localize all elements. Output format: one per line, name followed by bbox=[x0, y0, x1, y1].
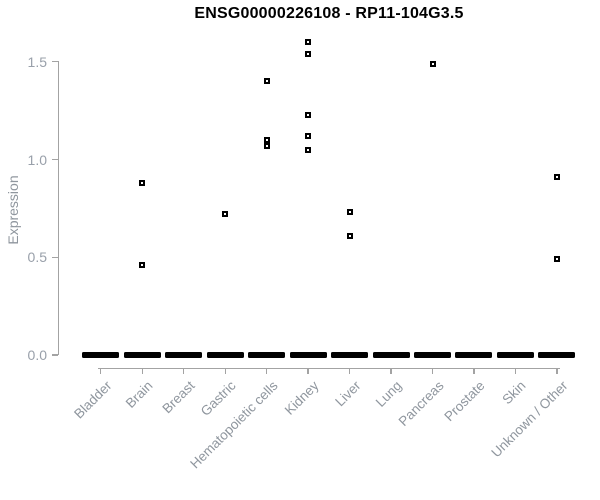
y-tick-label: 0.5 bbox=[27, 249, 47, 266]
data-point bbox=[305, 111, 312, 118]
x-axis-tick bbox=[307, 368, 309, 374]
zero-expression-bar bbox=[123, 352, 161, 358]
x-axis-tick bbox=[100, 368, 102, 374]
data-point bbox=[305, 50, 312, 57]
zero-expression-bar bbox=[206, 352, 244, 358]
x-axis-tick bbox=[473, 368, 475, 374]
zero-expression-bar bbox=[165, 352, 203, 358]
data-point bbox=[553, 174, 560, 181]
y-tick-label: 0.0 bbox=[27, 347, 47, 363]
x-axis-tick bbox=[390, 368, 392, 374]
x-axis-tick bbox=[141, 368, 143, 374]
data-point bbox=[263, 142, 270, 149]
data-point bbox=[139, 262, 146, 269]
zero-expression-bar bbox=[414, 352, 452, 358]
data-point bbox=[305, 39, 312, 46]
y-axis-tick bbox=[52, 354, 58, 356]
y-tick-label: 1.0 bbox=[27, 151, 47, 168]
data-point bbox=[346, 209, 353, 216]
zero-expression-bar bbox=[331, 352, 369, 358]
data-point bbox=[346, 232, 353, 239]
x-axis-tick bbox=[514, 368, 517, 374]
x-axis-tick bbox=[224, 368, 226, 374]
zero-expression-bar bbox=[455, 352, 493, 358]
data-point bbox=[263, 136, 270, 143]
zero-expression-bar bbox=[289, 352, 327, 358]
x-axis-tick bbox=[556, 368, 558, 374]
data-point bbox=[263, 78, 270, 85]
y-tick-label: 1.5 bbox=[27, 53, 47, 70]
y-axis-tick bbox=[52, 61, 58, 63]
x-axis-tick bbox=[431, 368, 434, 374]
x-axis-line bbox=[98, 368, 560, 370]
x-axis-tick bbox=[348, 368, 351, 374]
data-point bbox=[429, 60, 436, 67]
x-axis-tick bbox=[266, 368, 268, 374]
zero-expression-bar bbox=[496, 352, 534, 358]
y-axis-tick bbox=[52, 256, 58, 258]
data-point bbox=[222, 211, 229, 218]
zero-expression-bar bbox=[248, 352, 286, 358]
zero-expression-bar bbox=[538, 352, 576, 358]
data-point bbox=[553, 256, 560, 263]
chart-title: ENSG00000226108 - RP11-104G3.5 bbox=[194, 5, 464, 22]
y-axis-line bbox=[58, 61, 60, 355]
data-point bbox=[305, 133, 312, 140]
data-point bbox=[139, 179, 146, 186]
zero-expression-bar bbox=[82, 352, 120, 358]
zero-expression-bar bbox=[372, 352, 410, 358]
x-axis-tick bbox=[183, 368, 185, 374]
y-axis-tick bbox=[52, 158, 58, 161]
y-axis-label: Expression bbox=[5, 175, 21, 245]
data-point bbox=[305, 146, 312, 153]
